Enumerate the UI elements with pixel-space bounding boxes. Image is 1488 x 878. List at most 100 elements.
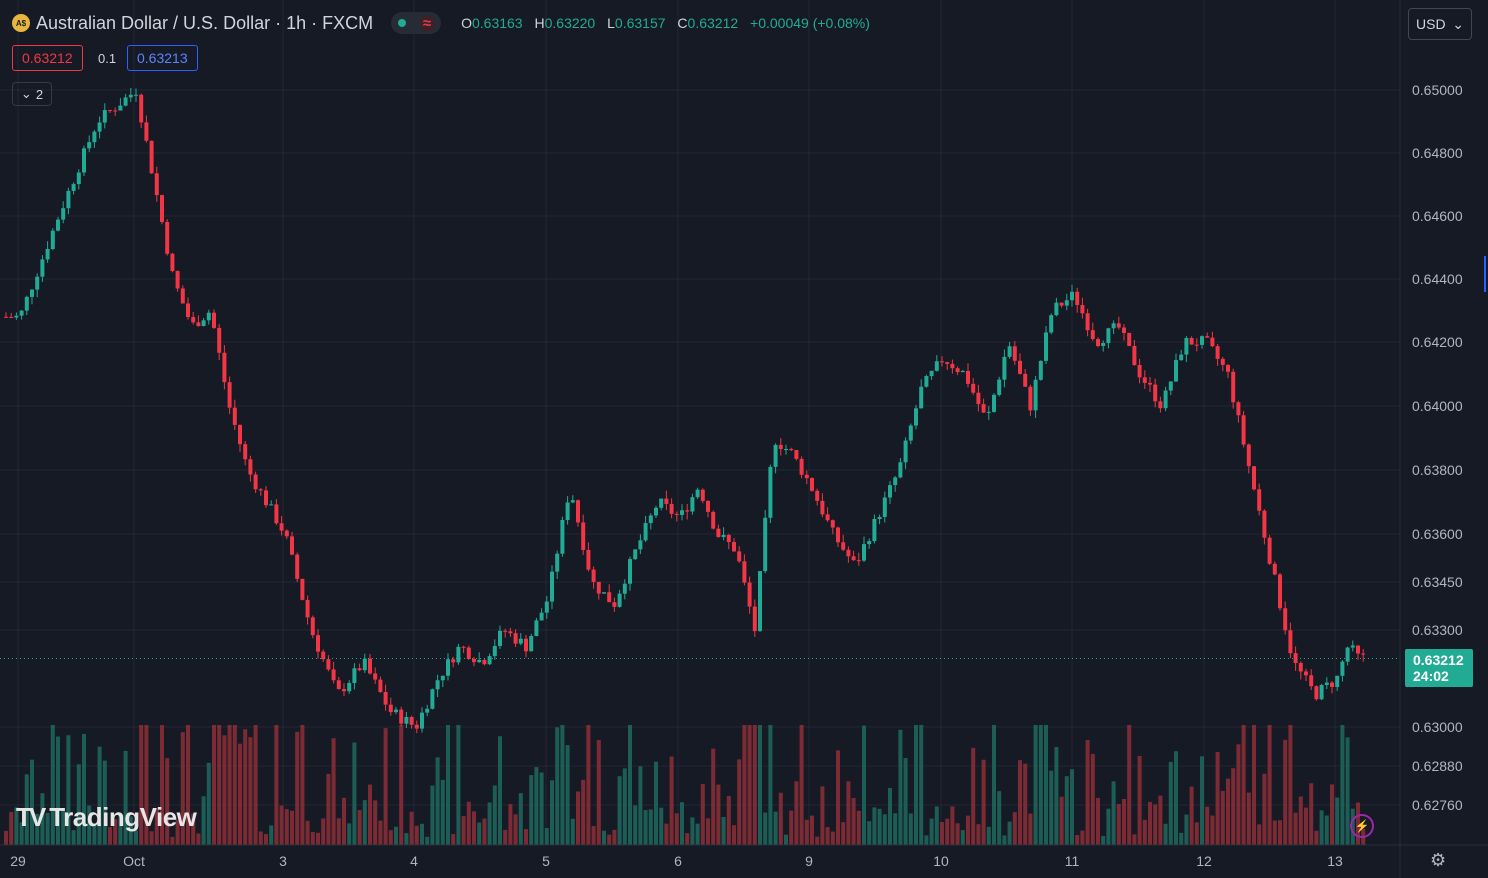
time-axis[interactable]: 29 Oct 3 4 5 6 9 10 11 12 13 bbox=[10, 853, 1343, 869]
currency-selector[interactable]: USD ⌄ bbox=[1408, 8, 1472, 40]
candle-body bbox=[929, 370, 934, 377]
volume-bar bbox=[165, 758, 170, 845]
candle-body bbox=[513, 633, 518, 644]
candle-body bbox=[1184, 337, 1189, 355]
last-price-label: 0.63212 24:02 bbox=[1405, 649, 1473, 687]
volume-bar bbox=[882, 814, 887, 845]
volume-bar bbox=[1049, 770, 1054, 845]
candle-body bbox=[1075, 291, 1080, 306]
candle-body bbox=[856, 560, 861, 562]
candle-body bbox=[9, 316, 14, 318]
candle-body bbox=[893, 477, 898, 486]
volume-bar bbox=[295, 731, 300, 845]
candle-body bbox=[1002, 356, 1007, 380]
volume-bar bbox=[732, 825, 736, 845]
volume-bar bbox=[1028, 813, 1033, 845]
volume-bar bbox=[466, 801, 471, 845]
waves-icon: ≈ bbox=[419, 14, 435, 32]
settings-gear-icon[interactable]: ⚙ bbox=[1430, 850, 1447, 870]
volume-bar bbox=[1324, 815, 1329, 845]
volume-bar bbox=[1345, 737, 1350, 845]
volume-bar bbox=[1122, 798, 1126, 845]
volume-bars bbox=[4, 725, 1366, 845]
volume-bar bbox=[1184, 814, 1189, 845]
candle-body bbox=[113, 110, 118, 112]
volume-bar bbox=[1075, 835, 1080, 845]
candle-body bbox=[747, 582, 752, 607]
volume-bar bbox=[435, 757, 440, 845]
volume-bar bbox=[1205, 806, 1210, 845]
volume-bar bbox=[752, 725, 757, 845]
volume-bar bbox=[706, 818, 710, 845]
symbol-title[interactable]: Australian Dollar / U.S. Dollar · 1h · F… bbox=[36, 12, 374, 33]
candle-body bbox=[1324, 682, 1329, 685]
candle-body bbox=[435, 680, 440, 690]
volume-bar bbox=[206, 762, 211, 845]
volume-bar bbox=[305, 820, 310, 845]
candle-body bbox=[1226, 364, 1230, 372]
volume-bar bbox=[914, 725, 918, 845]
candle-body bbox=[654, 507, 658, 516]
lightning-icon[interactable]: ⚡ bbox=[1350, 814, 1374, 838]
candle-body bbox=[872, 519, 877, 542]
candle-body bbox=[425, 708, 430, 713]
volume-bar bbox=[742, 725, 747, 845]
volume-bar bbox=[321, 818, 326, 845]
volume-bar bbox=[9, 811, 14, 845]
price-tick-label: 0.64400 bbox=[1412, 271, 1463, 287]
volume-bar bbox=[310, 831, 315, 845]
candle-body bbox=[40, 259, 45, 277]
volume-bar bbox=[102, 760, 107, 845]
volume-bar bbox=[1278, 820, 1282, 845]
candle-body bbox=[825, 514, 830, 521]
volume-bar bbox=[570, 818, 575, 845]
candle-body bbox=[310, 617, 315, 636]
volume-bar bbox=[1002, 835, 1007, 845]
volume-bar bbox=[30, 759, 34, 845]
candle-body bbox=[368, 658, 372, 674]
volume-bar bbox=[284, 809, 289, 845]
market-status[interactable]: ≈ bbox=[391, 12, 442, 34]
volume-bar bbox=[258, 831, 263, 845]
volume-bar bbox=[342, 797, 346, 845]
candle-body bbox=[295, 554, 300, 579]
indicators-toggle-button[interactable]: ⌄ 2 bbox=[12, 82, 52, 106]
volume-bar bbox=[1111, 781, 1116, 845]
volume-bar bbox=[804, 819, 809, 845]
candle-body bbox=[576, 500, 580, 523]
price-axis[interactable]: 0.65000 0.64800 0.64600 0.64400 0.64200 0.640… bbox=[1412, 82, 1463, 813]
candle-body bbox=[61, 208, 66, 220]
low-label: L bbox=[607, 15, 615, 31]
sell-button[interactable]: 0.63212 bbox=[12, 45, 83, 71]
volume-bar bbox=[841, 822, 846, 845]
open-value: 0.63163 bbox=[471, 15, 523, 31]
candle-body bbox=[1314, 686, 1319, 700]
volume-bar bbox=[716, 784, 721, 845]
candle-body bbox=[123, 97, 128, 106]
candle-body bbox=[529, 636, 534, 652]
candle-body bbox=[1174, 360, 1178, 382]
volume-bar bbox=[955, 823, 960, 845]
bar-countdown: 24:02 bbox=[1413, 668, 1449, 684]
candle-body bbox=[1278, 574, 1282, 609]
volume-bar bbox=[758, 725, 762, 845]
candle-body bbox=[274, 504, 279, 524]
tradingview-logo[interactable]: TV TradingView bbox=[16, 802, 197, 833]
indicator-count: 2 bbox=[35, 86, 44, 102]
price-tick-label: 0.63600 bbox=[1412, 526, 1463, 542]
volume-bar bbox=[924, 835, 929, 845]
candle-body bbox=[1345, 647, 1350, 662]
candle-body bbox=[160, 195, 164, 222]
candle-body bbox=[201, 320, 206, 327]
candle-body bbox=[1106, 328, 1111, 344]
candle-body bbox=[279, 523, 284, 531]
candle-body bbox=[108, 110, 112, 112]
buy-button[interactable]: 0.63213 bbox=[127, 45, 198, 71]
candle-body bbox=[1018, 360, 1022, 374]
volume-bar bbox=[820, 786, 825, 845]
volume-bar bbox=[1314, 830, 1319, 845]
candle-body bbox=[711, 511, 716, 529]
market-open-dot-icon bbox=[398, 19, 407, 27]
volume-bar bbox=[1127, 725, 1132, 845]
